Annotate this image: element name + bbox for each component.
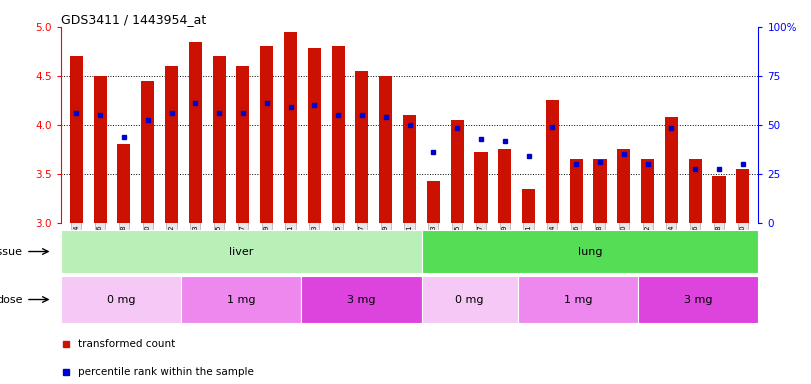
Bar: [61, 276, 181, 323]
Text: GDS3411 / 1443954_at: GDS3411 / 1443954_at: [61, 13, 206, 26]
Bar: [93, 76, 107, 223]
Bar: [641, 159, 654, 223]
Bar: [498, 149, 511, 223]
Bar: [638, 276, 758, 323]
Bar: [260, 46, 273, 223]
Text: percentile rank within the sample: percentile rank within the sample: [78, 367, 254, 377]
Bar: [422, 230, 758, 273]
Text: transformed count: transformed count: [78, 339, 175, 349]
Text: 1 mg: 1 mg: [564, 295, 592, 305]
Bar: [236, 66, 250, 223]
Bar: [302, 276, 422, 323]
Bar: [427, 180, 440, 223]
Bar: [332, 46, 345, 223]
Text: 3 mg: 3 mg: [347, 295, 375, 305]
Bar: [181, 276, 302, 323]
Text: 3 mg: 3 mg: [684, 295, 712, 305]
Bar: [189, 41, 202, 223]
Text: liver: liver: [229, 247, 253, 257]
Bar: [118, 144, 131, 223]
Bar: [403, 115, 416, 223]
Bar: [141, 81, 154, 223]
Bar: [422, 276, 517, 323]
Bar: [212, 56, 225, 223]
Bar: [712, 176, 726, 223]
Bar: [617, 149, 630, 223]
Bar: [165, 66, 178, 223]
Text: tissue: tissue: [0, 247, 23, 257]
Bar: [474, 152, 487, 223]
Bar: [569, 159, 583, 223]
Text: dose: dose: [0, 295, 23, 305]
Bar: [61, 230, 422, 273]
Bar: [284, 32, 297, 223]
Bar: [546, 100, 559, 223]
Bar: [517, 276, 638, 323]
Bar: [594, 159, 607, 223]
Bar: [380, 76, 393, 223]
Text: 1 mg: 1 mg: [227, 295, 255, 305]
Text: 0 mg: 0 mg: [107, 295, 135, 305]
Bar: [689, 159, 702, 223]
Text: 0 mg: 0 mg: [456, 295, 484, 305]
Bar: [308, 48, 321, 223]
Bar: [736, 169, 749, 223]
Bar: [665, 117, 678, 223]
Bar: [355, 71, 368, 223]
Bar: [522, 189, 535, 223]
Text: lung: lung: [577, 247, 603, 257]
Bar: [70, 56, 83, 223]
Bar: [451, 120, 464, 223]
